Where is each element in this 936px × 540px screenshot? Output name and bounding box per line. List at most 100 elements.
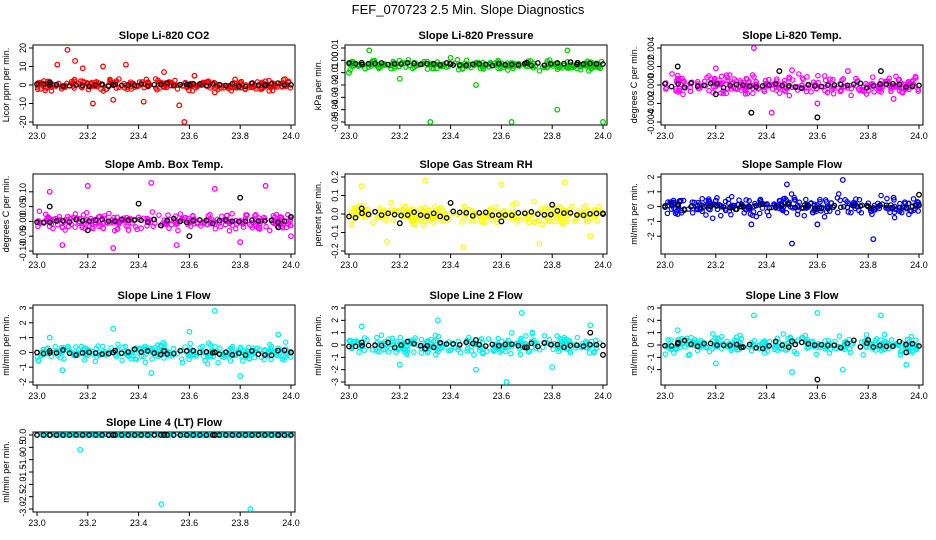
data-point [437,213,444,220]
data-point [358,183,365,190]
data-point [753,84,760,90]
scatter-point [287,354,294,360]
data-point [86,349,92,356]
x-tick-label: 23.6 [493,391,511,401]
data-point [112,218,119,225]
scatter-point [891,214,898,221]
data-point [46,188,53,195]
x-tick-label: 23.8 [543,391,561,401]
x-tick-label: 23.0 [656,391,674,401]
scatter-point [567,340,574,346]
scatter-point [863,332,870,338]
scatter-point [913,342,920,349]
scatter-point [710,83,717,90]
scatter-point [389,335,396,342]
scatter-point [728,193,735,200]
x-tick-label: 24.0 [282,391,300,401]
data-point [161,347,167,354]
data-point [785,83,792,89]
scatter-point [749,72,756,78]
scatter-point [728,211,734,218]
scatter-point [48,88,55,94]
scatter-point [232,225,239,232]
data-point [352,214,359,221]
data-point [59,242,66,249]
scatter-point [858,339,865,345]
scatter-point [898,89,905,95]
scatter-point [270,212,277,219]
scatter-point [878,192,884,199]
y-axis-label: kPa per min. [313,60,323,111]
data-point [903,361,910,368]
series-2 [34,79,294,90]
scatter-point [822,77,829,84]
data-point [473,337,479,344]
data-point [469,340,476,347]
scatter-point [863,91,870,97]
scatter-point [544,204,550,211]
scatter-point [261,214,267,221]
data-point [53,350,60,356]
scatter-point [699,195,706,202]
scatter-point [397,334,404,341]
data-point [396,361,403,368]
data-point [857,80,864,87]
data-point [237,194,244,201]
scatter-point [679,78,686,84]
scatter-point [226,227,233,234]
y-tick-label: -0.01 [330,62,340,83]
scatter-point [759,340,765,346]
data-point [437,62,444,68]
data-point [398,212,404,219]
scatter-point [748,348,755,354]
data-point [223,349,229,356]
data-point [495,342,502,349]
data-point [675,339,681,346]
scatter-point [567,348,573,354]
scatter-point [913,337,919,343]
x-tick-label: 23.0 [656,260,674,270]
data-point [831,82,838,88]
data-point [759,201,766,208]
data-point [460,244,467,251]
data-point [772,203,779,210]
data-point [443,341,450,347]
scatter-point [822,197,829,203]
data-point [535,343,541,350]
scatter-point [804,74,810,80]
data-point [229,218,236,225]
scatter-point [567,206,573,213]
scatter-point [287,222,294,229]
data-point [714,342,720,348]
data-point [430,61,437,67]
scatter-point [361,335,368,341]
data-point [720,204,727,210]
scatter-point [245,84,252,91]
data-point [883,202,890,209]
data-point [372,342,378,348]
data-point [255,351,262,358]
y-tick-label: -10 [18,97,28,110]
scatter-point [559,221,566,227]
panel-4: Slope Amb. Box Temp. degrees C per min. 23… [1,159,300,270]
scatter-point [848,92,854,99]
data-point [740,82,747,88]
data-point [430,344,437,351]
data-point [600,119,606,125]
data-point [712,91,719,98]
data-point [675,80,681,87]
data-point [518,309,525,316]
data-point [839,177,846,183]
y-tick-label: 0.004 [646,37,656,60]
x-tick-label: 24.0 [594,131,612,141]
y-tick-label: 20 [18,43,28,53]
y-tick-label: 0.002 [646,55,656,78]
data-point [469,61,476,67]
scatter-point [45,214,51,220]
scatter-point [245,344,252,351]
scatter-point [348,221,355,228]
scatter-point [434,65,440,72]
data-point [66,82,73,89]
scatter-point [856,196,863,203]
data-point [503,379,510,385]
